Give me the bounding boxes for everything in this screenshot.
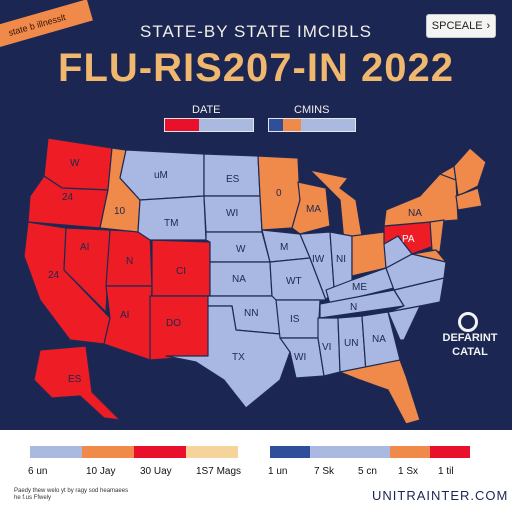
bottom-legend-panel: 6 un 10 Jay 30 Uay 1S7 Mags 1 un 7 Sk 5 … (0, 430, 512, 512)
state-label-al: UN (344, 338, 358, 349)
state-label-tn: N (350, 302, 357, 313)
state-label-id: 10 (114, 206, 126, 217)
state-az[interactable] (103, 285, 153, 361)
state-label-mo: WT (286, 276, 302, 287)
bottom-left-swatch (186, 446, 238, 458)
brand-text[interactable]: UNITRAINTER.COM (372, 488, 509, 503)
state-label-tx: TX (232, 352, 245, 363)
state-nj[interactable] (429, 219, 445, 253)
state-label-wi: MA (306, 204, 321, 215)
state-tx[interactable] (165, 305, 291, 409)
state-label-in: NI (336, 254, 346, 265)
state-label-nm: DO (166, 318, 181, 329)
state-label-ar: IS (290, 314, 300, 325)
state-label-ms: VI (322, 342, 331, 353)
legend-date-swatch (226, 119, 253, 131)
state-label-wy: TM (164, 218, 178, 229)
side-label-line1: DEFARINT (442, 332, 498, 344)
scale-button-label: SPCEALE (431, 20, 483, 32)
state-label-co: CI (176, 266, 186, 277)
state-label-ny: NA (408, 208, 422, 219)
state-ms[interactable] (317, 317, 341, 377)
state-me[interactable] (453, 147, 487, 197)
state-la[interactable] (279, 337, 325, 379)
bottom-right-tick: 7 Sk (314, 466, 335, 477)
state-label-pa: PA (402, 234, 415, 245)
bottom-legend-right-swatches (270, 446, 470, 458)
us-map: W 24 24 AI N CI AI DO ES uM ES 10 TM WI … (23, 137, 487, 425)
bottom-left-swatch (134, 446, 186, 458)
state-ma[interactable] (455, 187, 483, 211)
map-subtitle: STATE-BY STATE IMCIBLS (139, 22, 373, 41)
bottom-right-tick: 1 un (268, 466, 288, 477)
bottom-right-tick: 1 til (438, 466, 454, 477)
legend-cmins-label: CMINS (294, 104, 330, 116)
bottom-right-swatch (390, 446, 430, 458)
bottom-right-tick: 5 cn (358, 466, 377, 477)
state-label-or: 24 (62, 192, 74, 203)
state-ak[interactable] (33, 345, 121, 421)
state-label-ia: M (280, 242, 288, 253)
bottom-right-swatch (310, 446, 350, 458)
state-label-wa: W (70, 158, 80, 169)
legend-date-bar (164, 118, 254, 132)
state-label-ga: NA (372, 334, 386, 345)
state-label-ak: ES (68, 374, 82, 385)
state-label-ky: ME (352, 282, 367, 293)
state-label-az: AI (120, 310, 129, 321)
legend-date-label: DATE (192, 104, 221, 116)
gear-icon (458, 312, 478, 332)
legend-cmins-swatch (337, 119, 355, 131)
state-label-mn: 0 (276, 188, 282, 199)
bottom-left-swatch (30, 446, 82, 458)
state-label-la: WI (294, 352, 306, 363)
bottom-left-tick: 6 un (28, 466, 48, 477)
bottom-right-swatch (430, 446, 470, 458)
bottom-left-swatch (82, 446, 134, 458)
side-label-line2: CATAL (452, 346, 488, 358)
legend-cmins-swatch (301, 119, 319, 131)
state-label-nv: AI (80, 242, 89, 253)
state-label-nd: ES (226, 174, 240, 185)
legend-cmins-swatch (269, 119, 283, 131)
state-fl[interactable] (339, 359, 421, 425)
legend-cmins-swatch (319, 119, 337, 131)
scale-button[interactable]: SPCEALE › (426, 14, 496, 38)
state-label-ne: W (236, 244, 246, 255)
bottom-right-tick: 1 Sx (398, 466, 419, 477)
state-label-il: IW (312, 254, 325, 265)
bottom-left-tick: 1S7 Mags (196, 466, 242, 477)
state-label-mt: uM (154, 170, 168, 181)
legend-date-swatch (199, 119, 226, 131)
state-md[interactable] (411, 249, 447, 263)
state-label-ut: N (126, 256, 133, 267)
state-wy[interactable] (137, 195, 207, 241)
bottom-right-swatch (350, 446, 390, 458)
state-label-ks: NA (232, 274, 246, 285)
state-label-sd: WI (226, 208, 238, 219)
state-label-ok: NN (244, 308, 258, 319)
state-label-ca: 24 (48, 270, 60, 281)
legend-cmins-bar (268, 118, 356, 132)
bottom-right-swatch (270, 446, 310, 458)
bottom-left-tick: 30 Uay (140, 466, 172, 477)
bottom-legend-left-ticks: 6 un 10 Jay 30 Uay 1S7 Mags (28, 466, 260, 477)
footnote: Paedy thew welo yt by ragy sod heamaees … (14, 488, 129, 501)
bottom-legend-left-swatches (30, 446, 238, 458)
state-nv[interactable] (63, 227, 111, 313)
legend-date-swatch (165, 119, 199, 131)
map-title: FLU-RIS207-IN 2022 (58, 46, 454, 90)
chevron-right-icon: › (486, 20, 491, 32)
bottom-left-tick: 10 Jay (86, 466, 116, 477)
legend-cmins-swatch (283, 119, 301, 131)
bottom-legend-right-ticks: 1 un 7 Sk 5 cn 1 Sx 1 til (268, 466, 472, 477)
